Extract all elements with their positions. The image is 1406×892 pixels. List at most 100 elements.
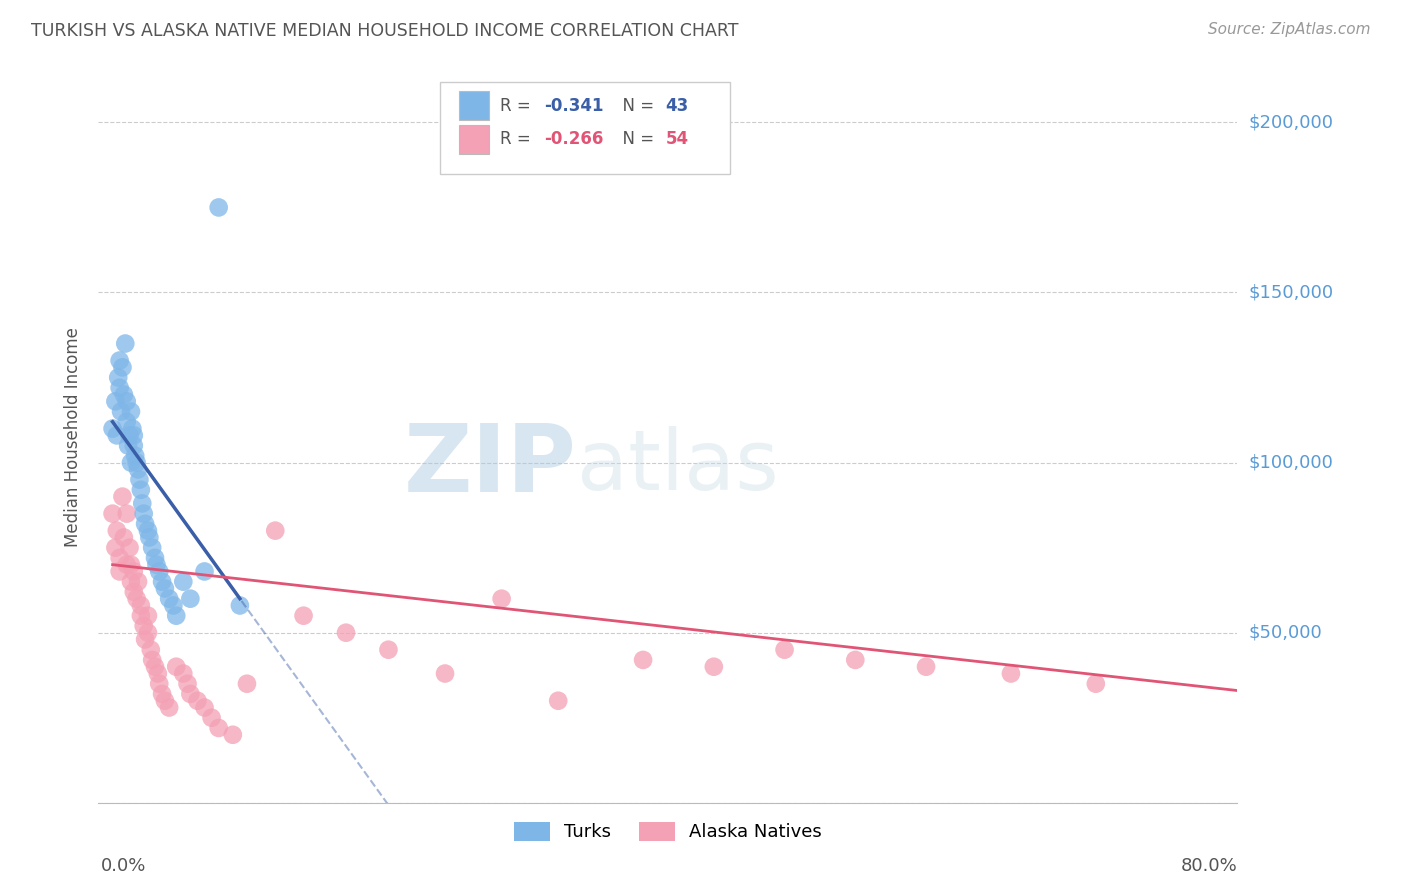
Point — [1000, 666, 1022, 681]
Point — [128, 473, 150, 487]
Point — [125, 456, 148, 470]
Point — [773, 642, 796, 657]
Point — [844, 653, 866, 667]
Point — [104, 394, 127, 409]
Legend: Turks, Alaska Natives: Turks, Alaska Natives — [506, 814, 830, 848]
Point — [703, 659, 725, 673]
Point — [153, 694, 176, 708]
Text: ZIP: ZIP — [404, 420, 576, 512]
Point — [491, 591, 513, 606]
Text: $50,000: $50,000 — [1249, 624, 1322, 641]
Point — [136, 524, 159, 538]
Point — [176, 677, 198, 691]
Point — [121, 421, 143, 435]
FancyBboxPatch shape — [460, 125, 489, 154]
Point — [165, 659, 187, 673]
Point — [108, 353, 131, 368]
Point — [134, 632, 156, 647]
Text: 43: 43 — [665, 96, 689, 115]
Y-axis label: Median Household Income: Median Household Income — [65, 327, 83, 547]
Point — [101, 421, 124, 435]
Point — [1084, 677, 1107, 691]
Point — [915, 659, 938, 673]
Point — [111, 360, 134, 375]
Point — [115, 507, 138, 521]
Point — [150, 687, 173, 701]
Point — [138, 531, 160, 545]
Text: R =: R = — [501, 96, 537, 115]
Point — [101, 507, 124, 521]
Point — [107, 370, 129, 384]
Point — [127, 574, 149, 589]
Text: -0.266: -0.266 — [544, 130, 603, 148]
Point — [122, 565, 145, 579]
Point — [377, 642, 399, 657]
Point — [179, 687, 201, 701]
Point — [118, 541, 141, 555]
Text: TURKISH VS ALASKA NATIVE MEDIAN HOUSEHOLD INCOME CORRELATION CHART: TURKISH VS ALASKA NATIVE MEDIAN HOUSEHOL… — [31, 22, 738, 40]
Point — [120, 456, 142, 470]
Point — [200, 711, 222, 725]
Point — [104, 541, 127, 555]
Text: 0.0%: 0.0% — [101, 857, 146, 875]
Point — [139, 642, 162, 657]
Point — [150, 574, 173, 589]
Text: -0.341: -0.341 — [544, 96, 603, 115]
Point — [120, 558, 142, 572]
Point — [146, 666, 169, 681]
Point — [120, 574, 142, 589]
Point — [141, 541, 163, 555]
Point — [132, 619, 155, 633]
Point — [157, 700, 180, 714]
Point — [131, 496, 153, 510]
Point — [108, 381, 131, 395]
Point — [222, 728, 245, 742]
Point — [115, 415, 138, 429]
Point — [434, 666, 457, 681]
Text: N =: N = — [612, 130, 659, 148]
Point — [129, 599, 152, 613]
Text: 54: 54 — [665, 130, 689, 148]
Point — [127, 462, 149, 476]
Point — [112, 531, 135, 545]
Text: N =: N = — [612, 96, 659, 115]
Point — [134, 516, 156, 531]
Point — [335, 625, 357, 640]
Point — [129, 483, 152, 497]
Point — [208, 201, 231, 215]
Point — [111, 490, 134, 504]
Point — [208, 721, 231, 735]
Text: R =: R = — [501, 130, 537, 148]
Point — [179, 591, 201, 606]
Point — [631, 653, 654, 667]
Point — [193, 565, 215, 579]
Text: atlas: atlas — [576, 425, 779, 507]
Text: $150,000: $150,000 — [1249, 284, 1333, 301]
Point — [122, 585, 145, 599]
FancyBboxPatch shape — [440, 82, 731, 174]
Point — [136, 608, 159, 623]
Point — [547, 694, 569, 708]
Point — [108, 565, 131, 579]
Point — [143, 659, 166, 673]
Point — [264, 524, 287, 538]
Text: $100,000: $100,000 — [1249, 454, 1333, 472]
Point — [114, 336, 136, 351]
Point — [172, 666, 194, 681]
Point — [112, 387, 135, 401]
Point — [132, 507, 155, 521]
Point — [172, 574, 194, 589]
Point — [292, 608, 315, 623]
Point — [105, 524, 128, 538]
Point — [125, 591, 148, 606]
Point — [122, 428, 145, 442]
Point — [145, 558, 167, 572]
Point — [165, 608, 187, 623]
Text: Source: ZipAtlas.com: Source: ZipAtlas.com — [1208, 22, 1371, 37]
Point — [115, 394, 138, 409]
Point — [141, 653, 163, 667]
Point — [229, 599, 252, 613]
Point — [118, 428, 141, 442]
Point — [186, 694, 208, 708]
Point — [110, 404, 132, 418]
